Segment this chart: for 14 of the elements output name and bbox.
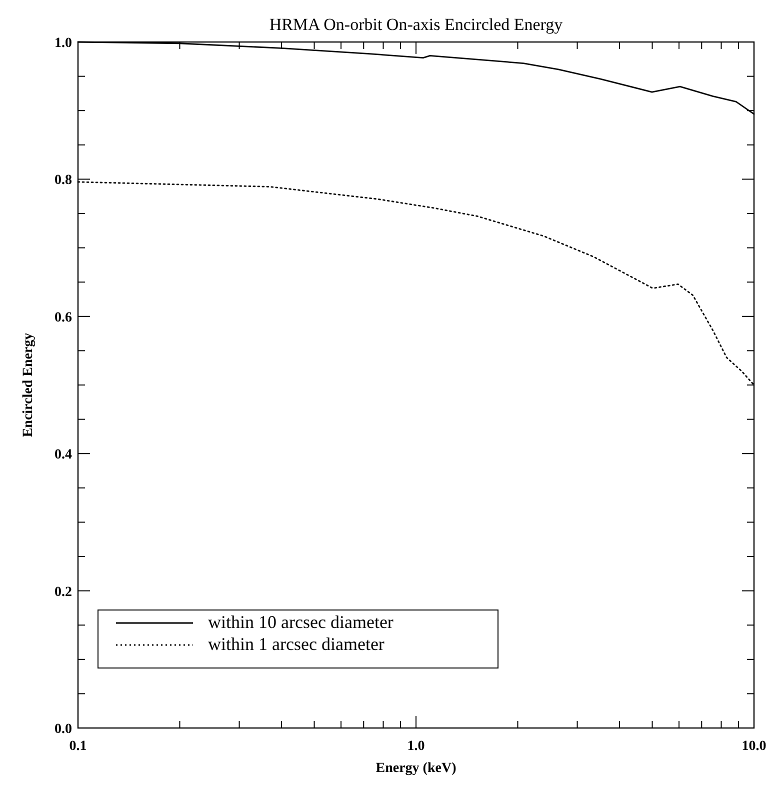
- x-tick-label: 10.0: [742, 739, 766, 754]
- legend-label: within 1 arcsec diameter: [208, 634, 384, 654]
- y-tick-label: 0.4: [54, 448, 72, 463]
- y-tick-label: 1.0: [54, 36, 72, 51]
- x-tick-label: 1.0: [407, 739, 425, 754]
- y-tick-label: 0.0: [54, 722, 72, 737]
- y-axis-title: Encircled Energy: [21, 332, 36, 438]
- chart-title: HRMA On-orbit On-axis Encircled Energy: [269, 15, 564, 34]
- legend-label: within 10 arcsec diameter: [208, 612, 394, 632]
- y-tick-label: 0.8: [54, 173, 72, 188]
- x-axis-title: Energy (keV): [376, 761, 457, 776]
- x-tick-label: 0.1: [69, 739, 87, 754]
- y-tick-label: 0.2: [54, 584, 72, 600]
- y-tick-label: 0.6: [54, 310, 72, 326]
